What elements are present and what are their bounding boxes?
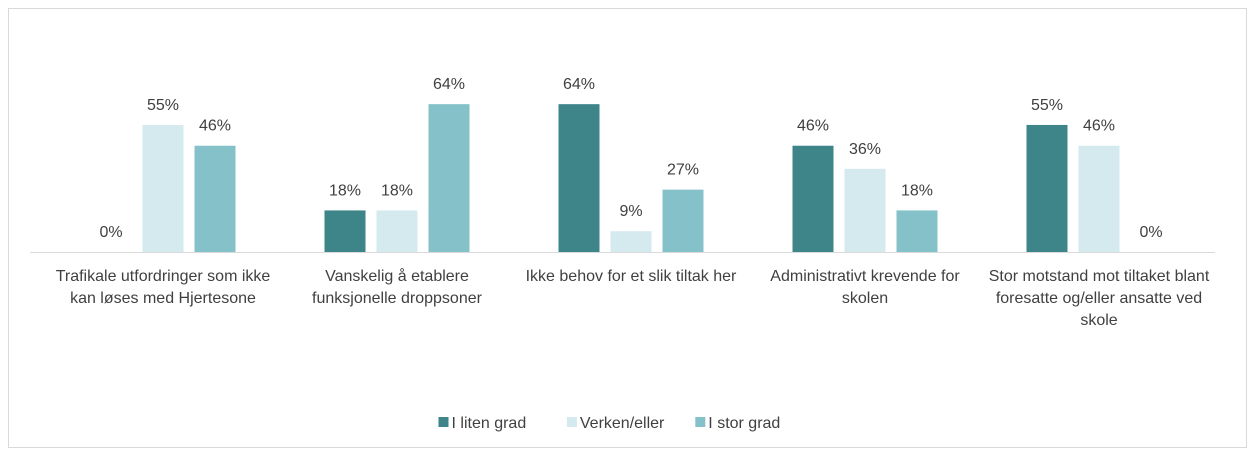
x-tick-label: Stor motstand mot tiltaket blant foresat… [988, 268, 1210, 329]
data-label: 0% [99, 224, 122, 241]
bar [610, 231, 652, 252]
data-label: 46% [1083, 118, 1115, 135]
data-label: 64% [563, 76, 595, 93]
legend-label: I liten grad [452, 415, 527, 432]
bar [792, 145, 834, 252]
data-label: 18% [381, 182, 413, 199]
legend-swatch [566, 417, 577, 427]
data-label: 18% [329, 182, 361, 199]
data-label: 55% [147, 97, 179, 114]
x-tick-label: Vanskelig å etablere funksjonelle dropps… [312, 268, 482, 307]
legend-label: Verken/eller [580, 415, 665, 432]
data-label: 64% [433, 76, 465, 93]
legend-label: I stor grad [708, 415, 780, 432]
data-label: 0% [1139, 224, 1162, 241]
bar [558, 104, 600, 252]
data-label: 18% [901, 182, 933, 199]
bar [324, 210, 366, 252]
legend-swatch [438, 417, 449, 427]
bar [1026, 124, 1068, 252]
data-label: 9% [619, 203, 642, 220]
data-label: 36% [849, 141, 881, 158]
bar [896, 210, 938, 252]
bar [142, 124, 184, 252]
bar [428, 104, 470, 252]
bar [662, 189, 704, 252]
x-tick-label: Trafikale utfordringer som ikke kan løse… [55, 268, 271, 307]
x-tick-label: Administrativt krevende for skolen [770, 268, 960, 307]
data-label: 46% [199, 118, 231, 135]
data-label: 27% [667, 162, 699, 179]
bar [194, 145, 236, 252]
data-label: 55% [1031, 97, 1063, 114]
legend-swatch [695, 417, 706, 427]
bar [844, 168, 886, 252]
x-tick-label: Ikke behov for et slik tiltak her [525, 268, 737, 285]
bar [376, 210, 418, 252]
bar [1078, 145, 1120, 252]
data-label: 46% [797, 118, 829, 135]
